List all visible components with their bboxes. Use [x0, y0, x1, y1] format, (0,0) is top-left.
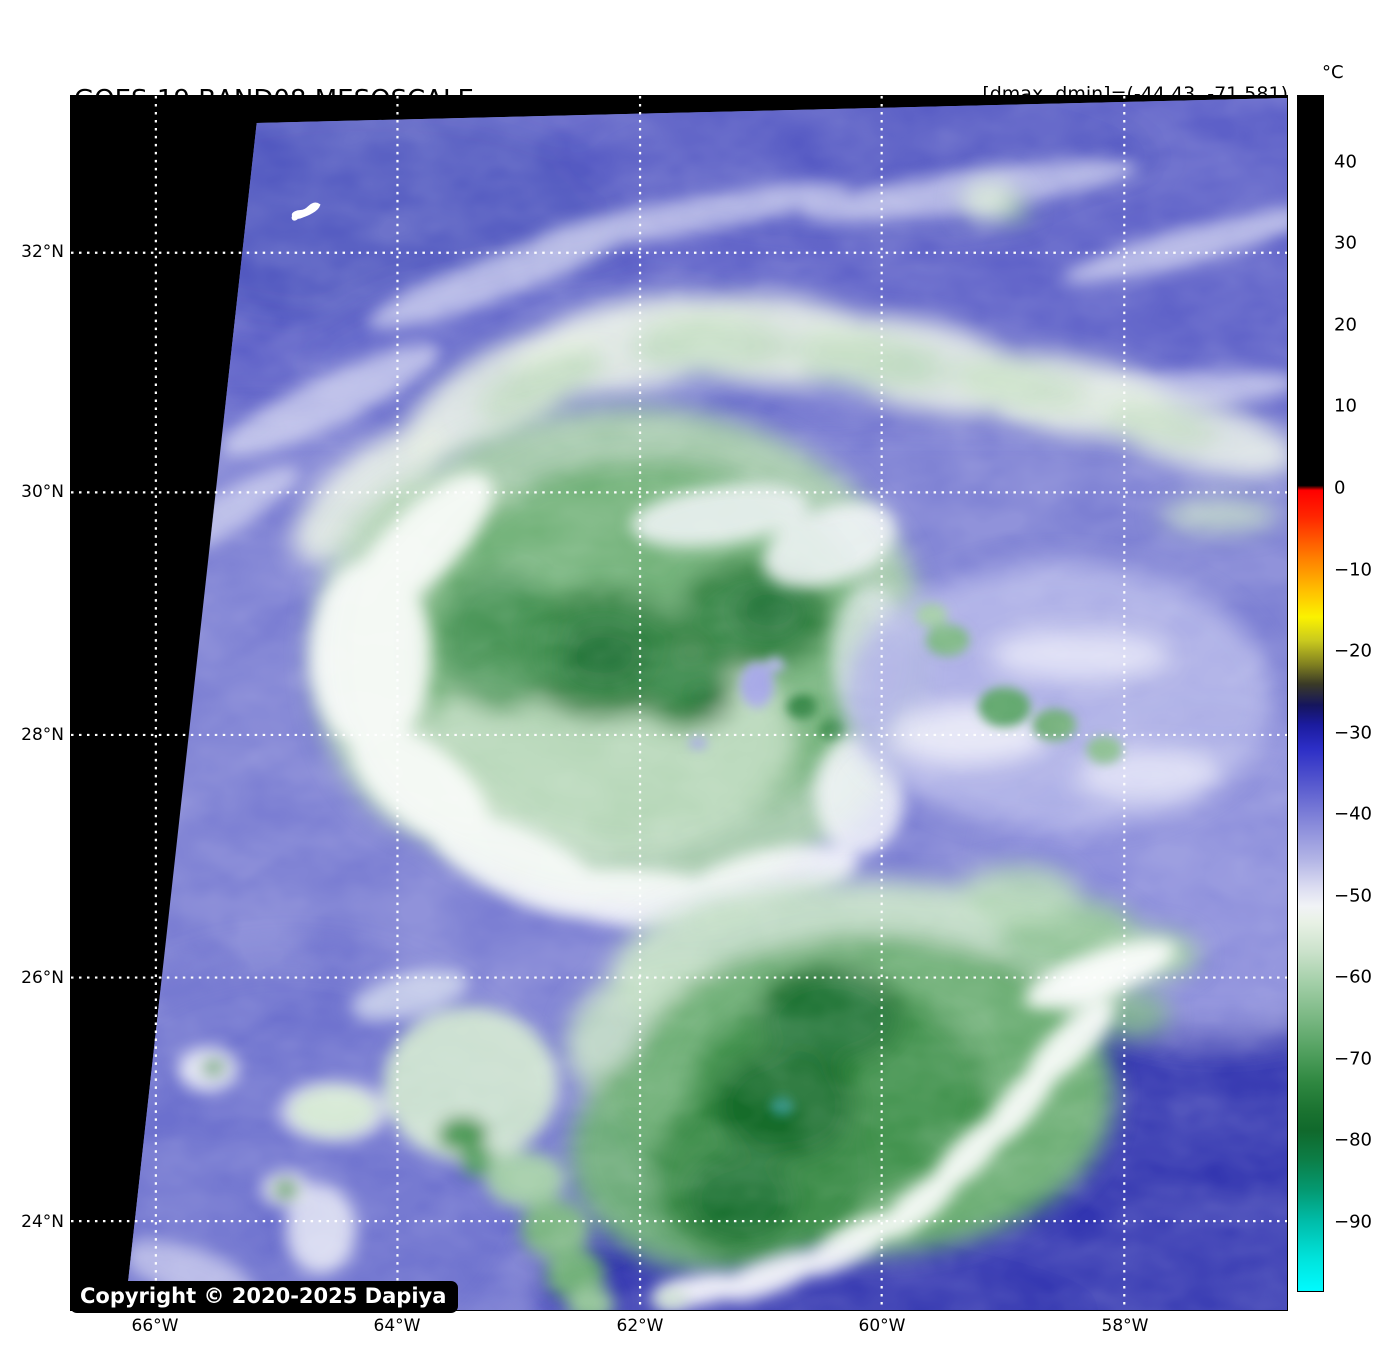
graticule-gridlines [71, 96, 1287, 1310]
lat-tick-label: 26°N [21, 968, 64, 988]
colorbar-gradient [1297, 95, 1324, 1292]
colorbar-tick-label: 40 [1334, 151, 1357, 173]
lon-tick-label: 60°W [858, 1316, 906, 1336]
colorbar-tick-label: −40 [1334, 803, 1372, 825]
colorbar-tick-label: −80 [1334, 1129, 1372, 1151]
colorbar-tick-label: 10 [1334, 395, 1357, 417]
colorbar-unit-label: °C [1322, 62, 1344, 83]
colorbar-tick-label: 20 [1334, 314, 1357, 336]
colorbar-tick-label: −30 [1334, 722, 1372, 744]
lat-tick-label: 30°N [21, 482, 64, 502]
satellite-imagery [71, 96, 1287, 1310]
lat-tick-label: 32°N [21, 242, 64, 262]
colorbar-tick-label: −10 [1334, 559, 1372, 581]
lon-tick-label: 62°W [616, 1316, 664, 1336]
data-region [124, 97, 1287, 1310]
colorbar-tick-label: −20 [1334, 640, 1372, 662]
colorbar-tick-label: 30 [1334, 232, 1357, 254]
lat-tick-label: 24°N [21, 1212, 64, 1232]
colorbar-tick-label: −90 [1334, 1211, 1372, 1233]
lon-tick-label: 64°W [373, 1316, 421, 1336]
satellite-map-plot [70, 95, 1288, 1311]
colorbar-tick-label: −50 [1334, 885, 1372, 907]
copyright-badge: Copyright © 2020-2025 Dapiya [70, 1281, 459, 1313]
lon-tick-label: 58°W [1101, 1316, 1149, 1336]
colorbar-tick-label: −70 [1334, 1048, 1372, 1070]
lon-tick-label: 66°W [131, 1316, 179, 1336]
lat-tick-label: 28°N [21, 725, 64, 745]
colorbar-tick-label: −60 [1334, 966, 1372, 988]
colorbar-tick-label: 0 [1334, 477, 1346, 499]
